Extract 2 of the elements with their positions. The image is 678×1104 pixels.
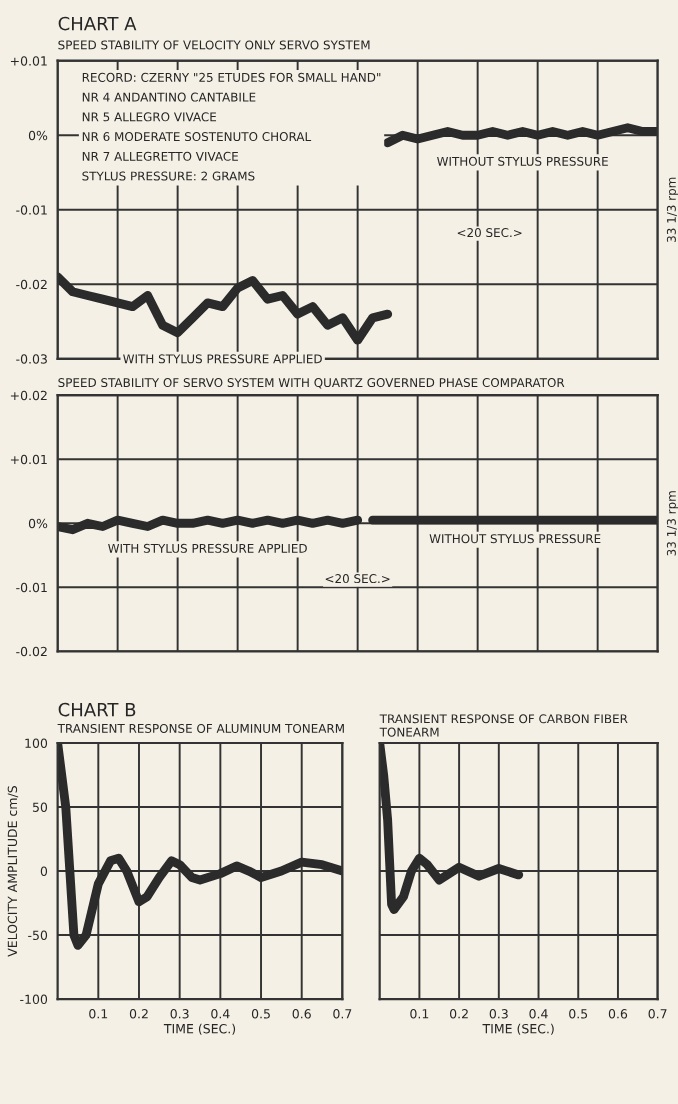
chart-title: CHART B (58, 702, 136, 717)
chart-title: CHART A (58, 16, 137, 31)
